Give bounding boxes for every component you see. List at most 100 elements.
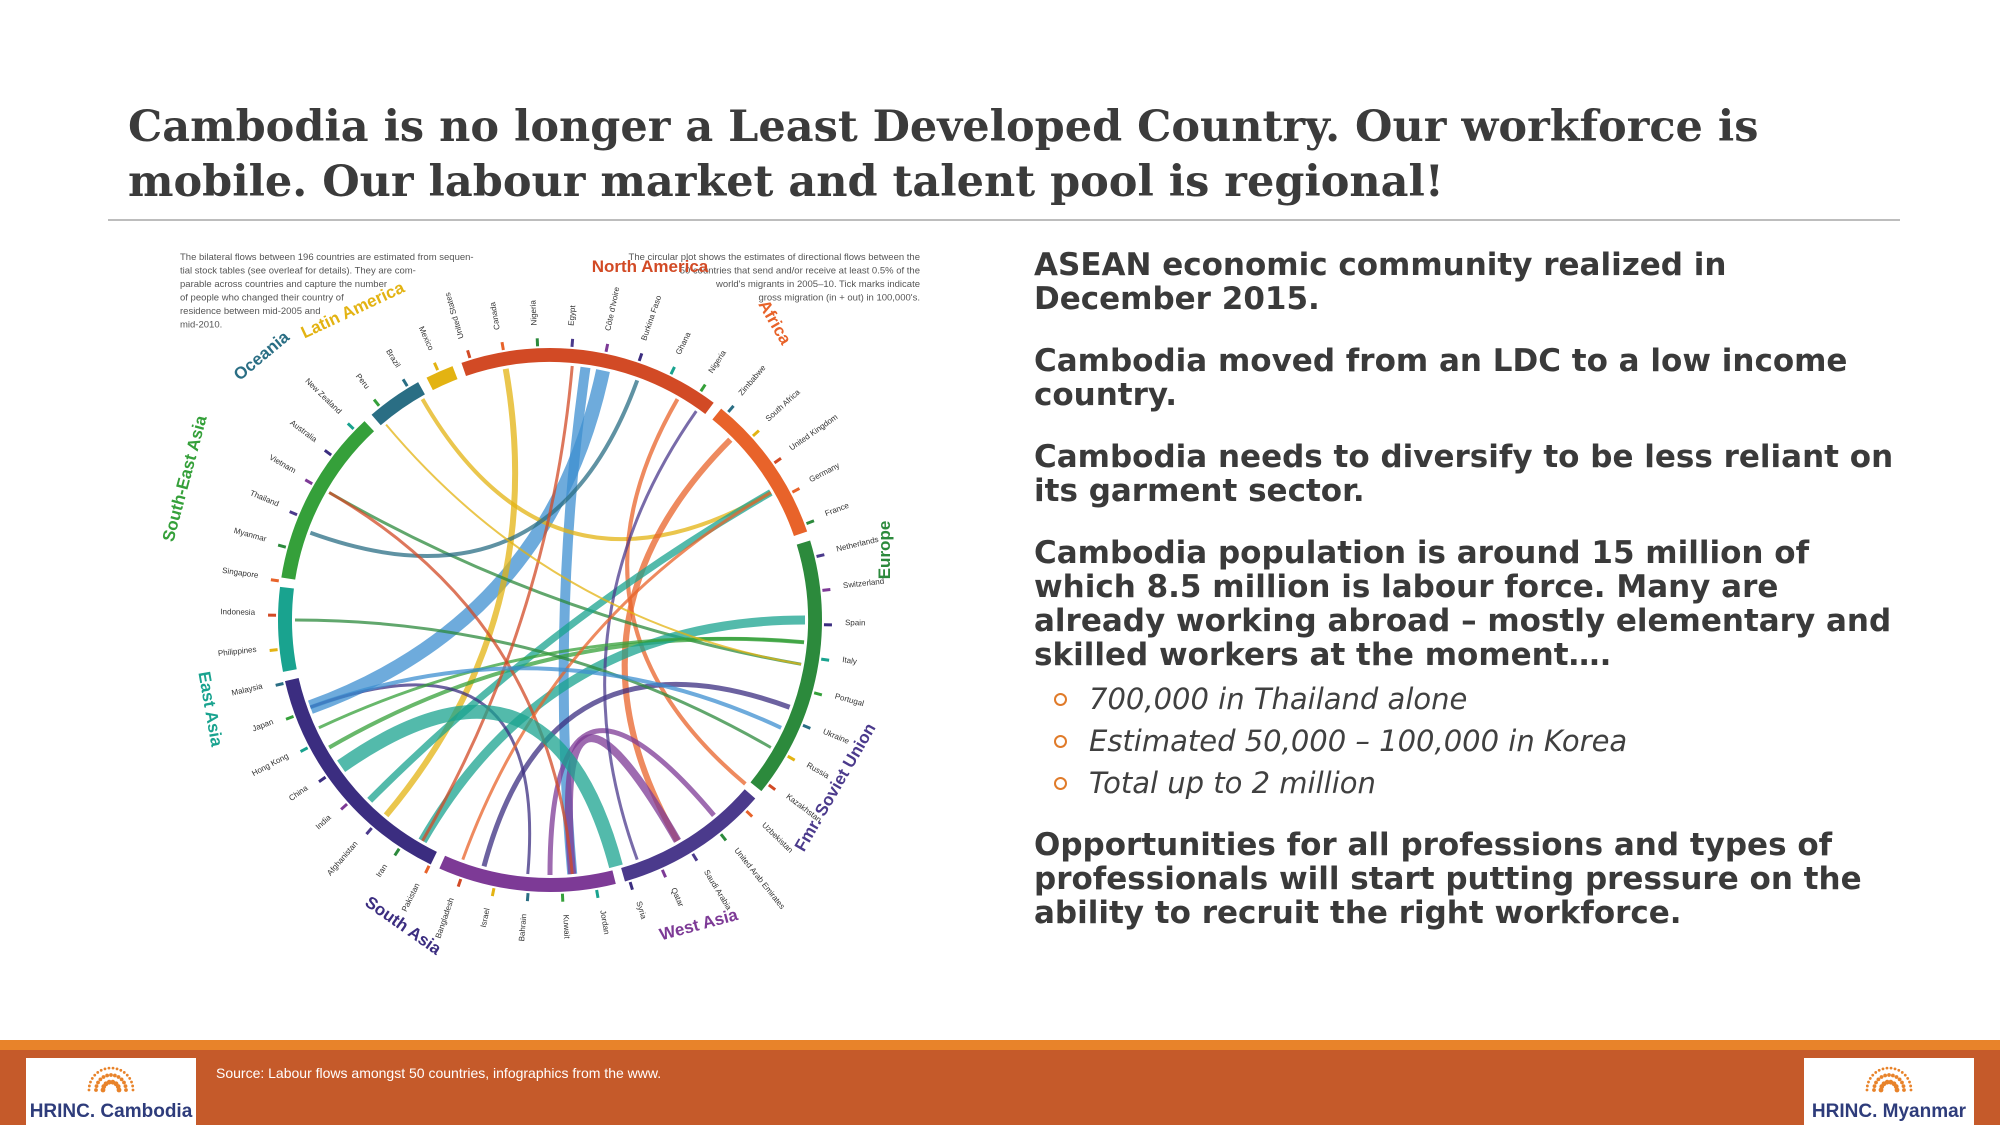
country-tick [433, 362, 440, 371]
country-label: Hong Kong [250, 751, 290, 778]
burst-dot [115, 1067, 119, 1071]
country-label: Myanmar [233, 526, 268, 544]
country-tick [525, 892, 530, 902]
country-tick [751, 429, 760, 438]
country-tick [699, 383, 707, 393]
country-label: Syria [634, 900, 648, 921]
country-label: Iran [374, 862, 389, 878]
burst-dot [1908, 1080, 1911, 1084]
bullet-income-status: Cambodia moved from an LDC to a low inco… [1034, 343, 1848, 413]
ring-bullet-icon [1054, 692, 1067, 706]
country-label: United Arab Emirates [732, 846, 786, 911]
burst-dot [1889, 1066, 1893, 1070]
country-tick [318, 775, 327, 783]
burst-dot [1903, 1073, 1907, 1077]
title-divider [108, 219, 1900, 221]
country-label: Brazil [384, 347, 402, 369]
country-tick [424, 865, 431, 874]
country-tick [595, 889, 600, 899]
burst-dot [1872, 1088, 1876, 1092]
country-tick [456, 878, 463, 888]
burst-dot [1879, 1075, 1884, 1079]
country-label: Saudi Arabia [702, 868, 734, 912]
burst-dot [116, 1075, 121, 1079]
flow-chords [294, 365, 806, 876]
region-label: Oceania [230, 327, 293, 384]
bullet-asean: ASEAN economic community realized in Dec… [1034, 247, 1727, 317]
flow-chord [621, 437, 733, 843]
country-label: Egypt [567, 304, 578, 326]
footer-band [0, 1050, 2000, 1125]
country-label: Singapore [222, 566, 260, 580]
region-arc [278, 586, 297, 672]
region-arc [371, 382, 425, 426]
country-label: United States [443, 291, 466, 340]
caption-line: world's migrants in 2005–10. Tick marks … [715, 279, 920, 290]
burst-dot [1871, 1073, 1875, 1077]
country-tick [269, 648, 278, 652]
burst-dot [1884, 1079, 1890, 1085]
sub-bullet-korea: Estimated 50,000 – 100,000 in Korea [1054, 720, 1914, 762]
burst-dot [1900, 1080, 1904, 1085]
country-tick [805, 519, 815, 525]
country-ticks [268, 338, 832, 902]
country-tick [813, 691, 823, 697]
country-tick [820, 657, 830, 662]
region-arc [621, 789, 756, 882]
country-tick [401, 378, 409, 387]
flow-chord [309, 666, 782, 730]
country-label: Spain [845, 618, 866, 627]
sub-bullet-list: 700,000 in Thailand alone Estimated 50,0… [1034, 678, 1914, 804]
country-label: Jordan [598, 910, 611, 936]
flow-chord [625, 398, 747, 786]
region-label: Europe [875, 521, 894, 580]
ring-bullet-icon [1054, 776, 1067, 790]
country-label: China [287, 783, 310, 803]
country-label: India [314, 813, 333, 832]
burst-dot [1897, 1068, 1901, 1072]
burst-dot [1900, 1071, 1904, 1074]
logo-text-myanmar: HRINC. Myanmar [1811, 1101, 1967, 1122]
country-label: Malaysia [231, 681, 264, 697]
country-tick [285, 715, 295, 721]
burst-dot [131, 1088, 135, 1092]
flow-chord [318, 636, 805, 730]
burst-dot [98, 1077, 103, 1082]
country-label: Switzerland [843, 577, 885, 590]
burst-dot [116, 1087, 122, 1093]
burst-dot [1865, 1084, 1869, 1088]
burst-dot [87, 1088, 91, 1092]
country-label: Qatar [669, 886, 686, 908]
burst-dot [1872, 1084, 1877, 1089]
sunburst-icon [87, 1066, 135, 1093]
burst-dot [99, 1068, 103, 1072]
country-tick [372, 398, 381, 407]
burst-dot [1881, 1067, 1885, 1071]
bullet-list: ASEAN economic community realized in Dec… [1034, 248, 1914, 958]
country-label: Uzbekistan [760, 821, 795, 855]
flow-chord [328, 491, 574, 875]
burst-dot [119, 1068, 123, 1072]
country-label: Italy [842, 655, 858, 666]
country-label: Mexico [417, 325, 436, 352]
burst-dot [1868, 1077, 1872, 1080]
region-arc [439, 855, 616, 892]
burst-dot [128, 1077, 132, 1080]
country-tick [669, 366, 676, 375]
burst-dot [1867, 1080, 1870, 1084]
flow-chord [383, 368, 519, 818]
country-label: Australia [288, 418, 319, 444]
burst-dot [122, 1071, 126, 1074]
flow-chord [328, 491, 802, 666]
burst-dot [125, 1073, 129, 1077]
country-label: Russia [805, 761, 831, 781]
hrinc-myanmar-logo: HRINC. Myanmar [1804, 1058, 1974, 1125]
burst-dot [124, 1088, 128, 1092]
region-arcs [278, 348, 822, 892]
burst-dot [1902, 1088, 1906, 1092]
country-tick [604, 343, 610, 353]
region-arc [281, 421, 375, 580]
flow-chord [309, 379, 640, 559]
country-label: Thailand [249, 488, 281, 508]
country-label: Portugal [834, 692, 865, 709]
